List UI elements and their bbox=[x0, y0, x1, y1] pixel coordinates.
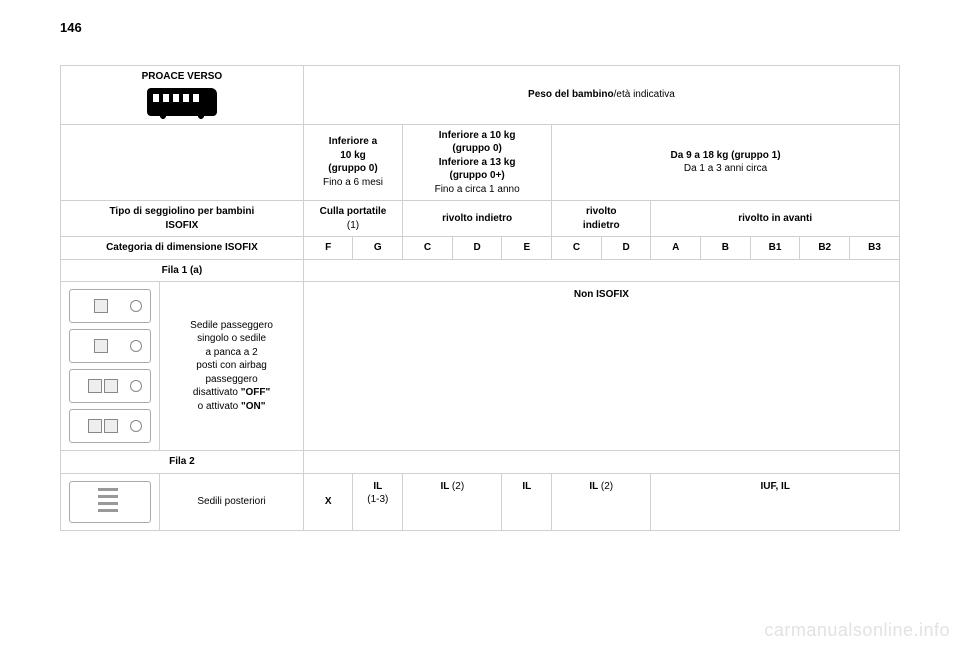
van-icon bbox=[147, 88, 217, 116]
size-D: D bbox=[452, 237, 502, 260]
group0plus-cell: Inferiore a 10 kg (gruppo 0) Inferiore a… bbox=[403, 124, 552, 201]
rear-seats-label: Sedili posteriori bbox=[160, 473, 304, 530]
rear-seat-icon bbox=[69, 481, 151, 523]
row1-icons-cell bbox=[61, 282, 160, 451]
row1-blank bbox=[303, 259, 899, 282]
r2-c2: IL (1-3) bbox=[353, 473, 403, 530]
seat-config-icon-2 bbox=[69, 329, 151, 363]
non-isofix-text: Non ISOFIX bbox=[574, 289, 629, 300]
r2-c5: IL (2) bbox=[552, 473, 651, 530]
seat-type-label-cell: Tipo di seggiolino per bambini ISOFIX bbox=[61, 201, 304, 237]
row2-label: Fila 2 bbox=[61, 451, 304, 474]
weight-header-cell: Peso del bambino/età indicativa bbox=[303, 66, 899, 125]
size-B1: B1 bbox=[750, 237, 800, 260]
rear-facing-cell-2: rivolto indietro bbox=[552, 201, 651, 237]
vehicle-header-cell: PROACE VERSO bbox=[61, 66, 304, 125]
watermark: carmanualsonline.info bbox=[764, 620, 950, 641]
r2-c1: X bbox=[303, 473, 353, 530]
size-B2: B2 bbox=[800, 237, 850, 260]
r2-c4: IL bbox=[502, 473, 552, 530]
seat-config-icon-1 bbox=[69, 289, 151, 323]
seat-config-icon-4 bbox=[69, 409, 151, 443]
vehicle-name: PROACE VERSO bbox=[65, 70, 299, 84]
size-F: F bbox=[303, 237, 353, 260]
weight-header-bold: Peso del bambino bbox=[528, 89, 614, 100]
row1-label: Fila 1 (a) bbox=[61, 259, 304, 282]
carrycot-cell: Culla portatile (1) bbox=[303, 201, 402, 237]
size-C2: C bbox=[552, 237, 602, 260]
row2-blank bbox=[303, 451, 899, 474]
row2-icon-cell bbox=[61, 473, 160, 530]
r2-c3: IL (2) bbox=[403, 473, 502, 530]
size-C: C bbox=[403, 237, 453, 260]
passenger-seat-desc-cell: Sedile passeggero singolo o sedile a pan… bbox=[160, 282, 304, 451]
seat-config-icon-3 bbox=[69, 369, 151, 403]
r2-c6: IUF, IL bbox=[651, 473, 900, 530]
page-number: 146 bbox=[60, 20, 900, 35]
size-D2: D bbox=[601, 237, 651, 260]
non-isofix-cell: Non ISOFIX bbox=[303, 282, 899, 451]
page: 146 PROACE VERSO Peso del bambino/età in… bbox=[0, 0, 960, 649]
seat-config-icons bbox=[65, 286, 155, 446]
size-A: A bbox=[651, 237, 701, 260]
blank-cell bbox=[61, 124, 304, 201]
size-B3: B3 bbox=[850, 237, 900, 260]
size-B: B bbox=[701, 237, 751, 260]
weight-header-rest: /età indicativa bbox=[614, 89, 675, 100]
group0-cell: Inferiore a 10 kg (gruppo 0) Fino a 6 me… bbox=[303, 124, 402, 201]
rear-facing-cell-1: rivolto indietro bbox=[403, 201, 552, 237]
isofix-table: PROACE VERSO Peso del bambino/età indica… bbox=[60, 65, 900, 531]
iso-size-label: Categoria di dimensione ISOFIX bbox=[61, 237, 304, 260]
group1-cell: Da 9 a 18 kg (gruppo 1) Da 1 a 3 anni ci… bbox=[552, 124, 900, 201]
forward-facing-cell: rivolto in avanti bbox=[651, 201, 900, 237]
size-E: E bbox=[502, 237, 552, 260]
size-G: G bbox=[353, 237, 403, 260]
